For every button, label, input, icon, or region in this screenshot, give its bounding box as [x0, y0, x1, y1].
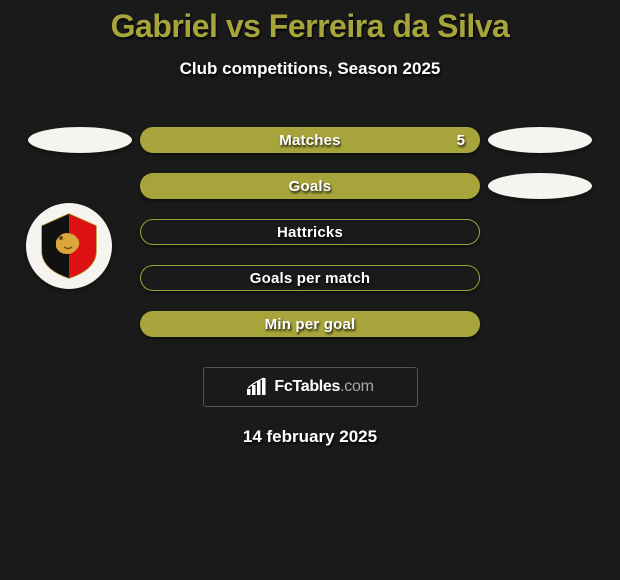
page-title: Gabriel vs Ferreira da Silva — [0, 0, 620, 45]
site-logo[interactable]: FcTables.com — [203, 367, 418, 407]
stat-bar-mpg: Min per goal — [140, 311, 480, 337]
right-slot — [480, 301, 600, 347]
stat-bar-matches: Matches 5 — [140, 127, 480, 153]
stat-label: Matches — [279, 132, 340, 149]
stat-rows: Matches 5 — [0, 117, 620, 347]
stat-label: Hattricks — [277, 224, 343, 241]
left-slot — [20, 301, 140, 347]
logo-text: FcTables.com — [274, 378, 373, 396]
stat-label: Min per goal — [265, 316, 356, 333]
player-oval-right — [488, 173, 592, 199]
bars-icon — [246, 377, 268, 397]
left-slot — [20, 117, 140, 163]
comparison-panel: Gabriel vs Ferreira da Silva Club compet… — [0, 0, 620, 447]
left-slot — [20, 163, 140, 209]
player-oval-right — [488, 127, 592, 153]
stat-row: Goals per match — [0, 255, 620, 301]
stat-row: Hattricks — [0, 209, 620, 255]
right-slot — [480, 117, 600, 163]
right-slot — [480, 209, 600, 255]
logo-suffix: .com — [340, 378, 373, 395]
date-label: 14 february 2025 — [0, 427, 620, 447]
page-subtitle: Club competitions, Season 2025 — [0, 59, 620, 79]
left-slot — [20, 255, 140, 301]
left-slot — [20, 209, 140, 255]
stat-bar-hattricks: Hattricks — [140, 219, 480, 245]
logo-brand: FcTables — [274, 378, 340, 395]
stat-row: Min per goal — [0, 301, 620, 347]
stat-row: Matches 5 — [0, 117, 620, 163]
stat-value: 5 — [457, 132, 465, 149]
stat-label: Goals — [289, 178, 332, 195]
stat-label: Goals per match — [250, 270, 371, 287]
right-slot — [480, 163, 600, 209]
stat-row: Goals — [0, 163, 620, 209]
player-oval-left — [28, 127, 132, 153]
stat-bar-gpm: Goals per match — [140, 265, 480, 291]
right-slot — [480, 255, 600, 301]
stat-bar-goals: Goals — [140, 173, 480, 199]
